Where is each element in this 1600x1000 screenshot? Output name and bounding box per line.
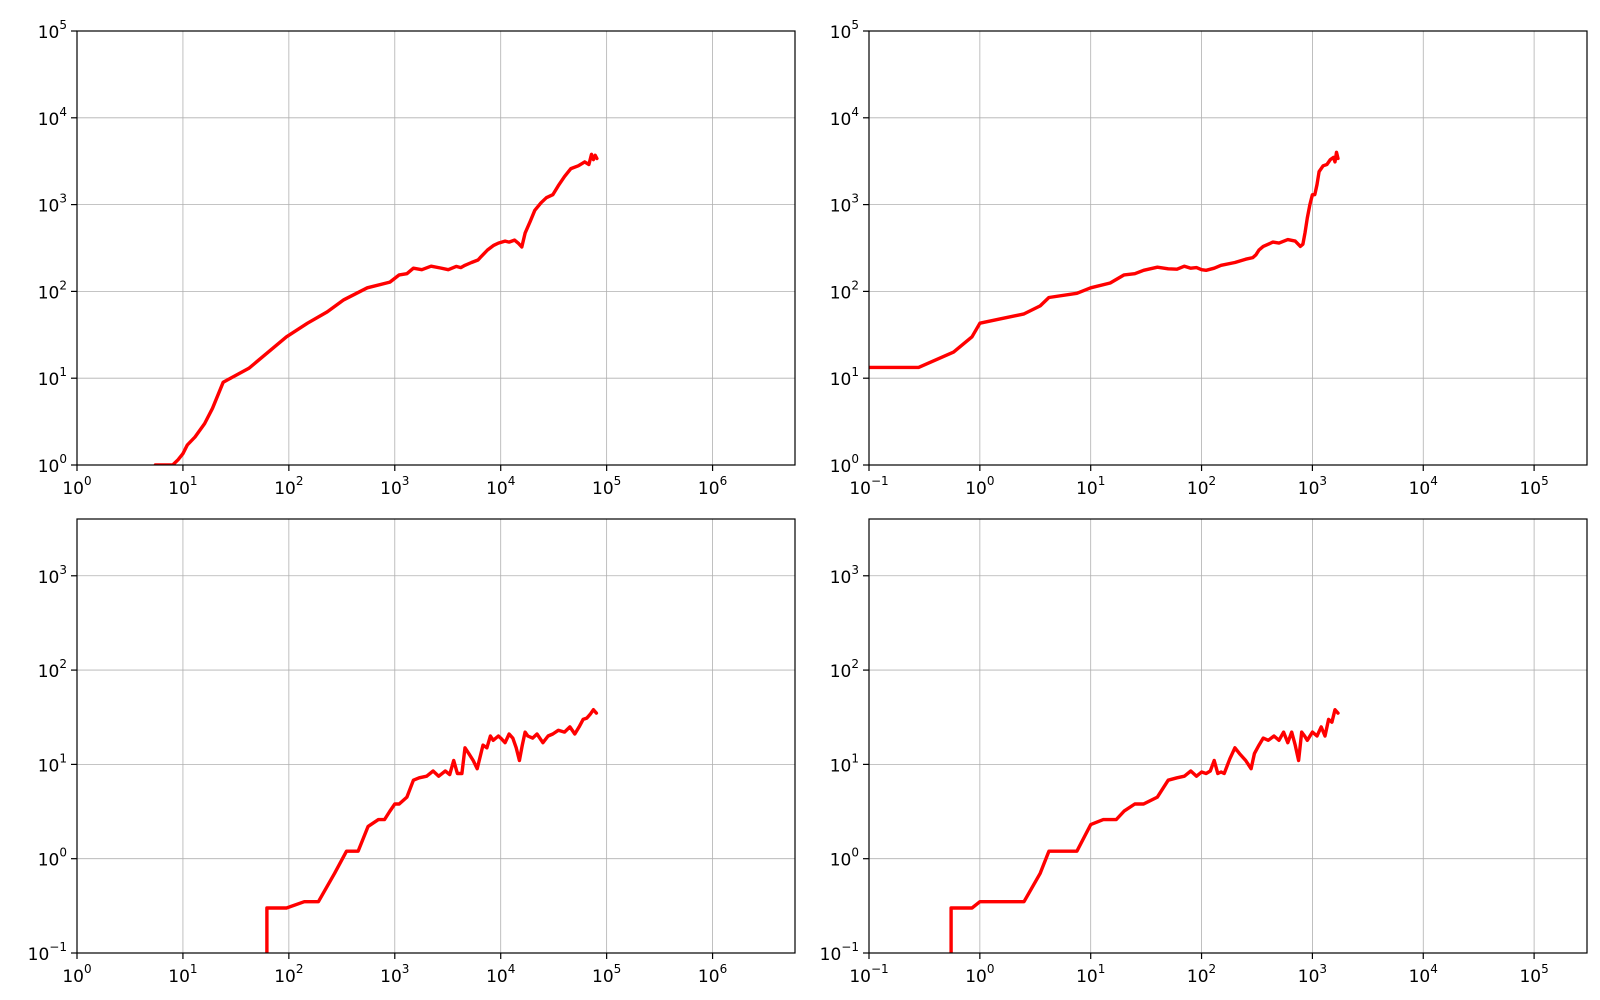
x-tick-label: 101: [1076, 474, 1105, 499]
x-tick-label: 100: [62, 962, 91, 987]
x-tick-label: 10−1: [849, 962, 888, 987]
y-tick-label: 100: [38, 452, 67, 477]
y-tick-label: 104: [830, 105, 859, 130]
y-tick-label: 103: [38, 192, 67, 217]
series-line: [949, 708, 1340, 953]
x-tick-label: 102: [274, 962, 303, 987]
plot-frame: [76, 30, 796, 466]
x-tick-label: 105: [1519, 474, 1548, 499]
y-tick-label: 100: [38, 846, 67, 871]
x-tick-label: 105: [592, 962, 621, 987]
y-tick-label: 101: [830, 365, 859, 390]
y-tick-label: 102: [830, 278, 859, 303]
x-tick-label: 104: [1409, 962, 1438, 987]
x-tick-label: 106: [698, 962, 727, 987]
y-tick-label: 105: [830, 18, 859, 43]
y-tick-label: 102: [38, 278, 67, 303]
x-tick-label: 101: [1076, 962, 1105, 987]
y-tick-label: 10−1: [820, 940, 859, 965]
x-tick-label: 103: [1298, 474, 1327, 499]
x-tick-label: 104: [486, 474, 515, 499]
x-tick-label: 103: [1298, 962, 1327, 987]
x-tick-label: 105: [1519, 962, 1548, 987]
plot-frame: [868, 30, 1588, 466]
y-tick-label: 101: [38, 365, 67, 390]
y-tick-label: 101: [830, 751, 859, 776]
x-tick-label: 100: [965, 962, 994, 987]
series-line: [153, 152, 599, 465]
y-tick-label: 102: [38, 657, 67, 682]
series-line: [869, 150, 1340, 370]
x-tick-label: 101: [168, 962, 197, 987]
x-tick-label: 106: [698, 474, 727, 499]
series-line: [265, 708, 599, 953]
x-tick-label: 102: [274, 474, 303, 499]
x-tick-label: 103: [380, 962, 409, 987]
x-tick-label: 104: [486, 962, 515, 987]
chart-panel-1: 100 101 102 103 104 105 106 100 101 102 103 104 105: [38, 18, 796, 499]
chart-panel-4: 10−1 100 101 102 103 104 105 10−1 100 101 102 103: [820, 518, 1588, 987]
x-tick-label: 103: [380, 474, 409, 499]
x-tick-label: 104: [1409, 474, 1438, 499]
y-tick-label: 100: [830, 846, 859, 871]
y-tick-label: 103: [830, 563, 859, 588]
plot-frame: [76, 518, 796, 954]
y-tick-label: 103: [830, 192, 859, 217]
y-tick-label: 105: [38, 18, 67, 43]
x-tick-label: 102: [1187, 474, 1216, 499]
y-tick-label: 100: [830, 452, 859, 477]
x-tick-label: 10−1: [849, 474, 888, 499]
y-tick-label: 104: [38, 105, 67, 130]
plot-frame: [868, 518, 1588, 954]
x-tick-label: 100: [62, 474, 91, 499]
x-tick-label: 100: [965, 474, 994, 499]
x-tick-label: 101: [168, 474, 197, 499]
x-tick-label: 105: [592, 474, 621, 499]
y-tick-label: 102: [830, 657, 859, 682]
y-tick-label: 10−1: [28, 940, 67, 965]
y-tick-label: 103: [38, 563, 67, 588]
x-tick-label: 102: [1187, 962, 1216, 987]
y-tick-label: 101: [38, 751, 67, 776]
